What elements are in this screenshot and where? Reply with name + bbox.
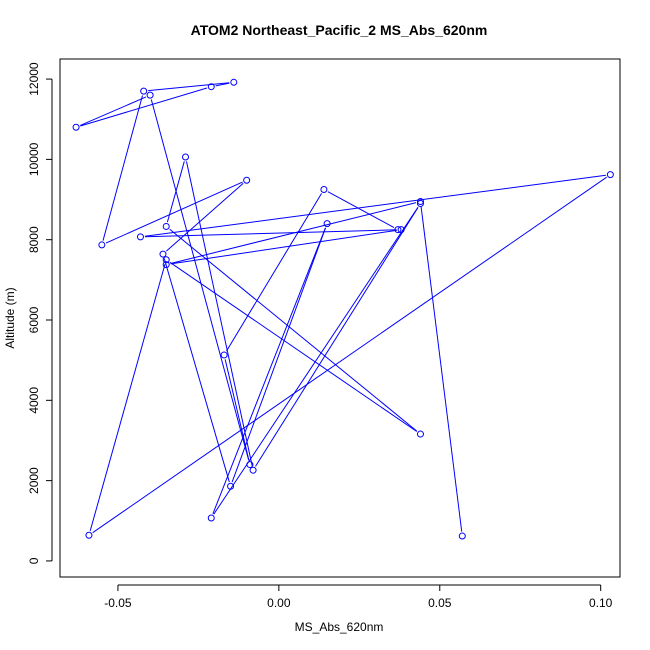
series-segment <box>166 182 244 252</box>
y-tick-label: 10000 <box>27 142 41 176</box>
series-segment <box>224 359 250 461</box>
x-axis: -0.05 0.00 0.05 0.10 <box>104 584 613 610</box>
series-segment <box>89 263 166 532</box>
series-segment <box>169 228 418 432</box>
y-tick-label: 0 <box>27 557 41 564</box>
data-point <box>220 351 228 359</box>
data-point <box>72 123 80 131</box>
data-point <box>85 531 93 539</box>
x-tick-label: 0.05 <box>428 596 452 610</box>
series-segment <box>144 229 397 238</box>
data-point <box>323 220 331 228</box>
data-point <box>207 514 215 522</box>
data-point <box>98 241 106 249</box>
data-point <box>207 83 215 91</box>
series-segment <box>327 191 395 228</box>
y-axis: 0 2000 4000 6000 8000 10000 12000 <box>27 62 53 564</box>
series-segment <box>105 181 243 244</box>
series-segment <box>92 176 607 534</box>
series-segment <box>226 193 323 352</box>
y-tick-label: 6000 <box>27 306 41 333</box>
data-point <box>136 233 144 241</box>
x-tick-label: -0.05 <box>104 596 132 610</box>
series-segment <box>213 207 419 515</box>
data-point <box>416 430 424 438</box>
y-axis-label: Altitude (m) <box>3 287 17 348</box>
data-point <box>249 466 257 474</box>
data-point <box>140 87 148 95</box>
series-segment <box>185 161 253 466</box>
x-axis-label: MS_Abs_620nm <box>295 620 384 634</box>
series-segment <box>144 174 606 237</box>
data-point <box>320 186 328 194</box>
data-point <box>227 482 235 490</box>
series-segment <box>231 227 327 483</box>
y-tick-label: 12000 <box>27 62 41 96</box>
data-point <box>230 78 238 86</box>
series-segment <box>148 82 230 92</box>
series-segment <box>163 258 230 483</box>
data-point <box>162 261 170 269</box>
data-point <box>458 532 466 540</box>
data-point <box>606 171 614 179</box>
data-point <box>182 153 190 161</box>
y-tick-label: 8000 <box>27 226 41 253</box>
data-point <box>397 226 405 234</box>
plot-frame <box>59 58 621 578</box>
y-tick-label: 4000 <box>27 387 41 414</box>
series-points <box>72 78 614 540</box>
series-segment <box>212 227 326 514</box>
data-point <box>162 222 170 230</box>
data-point <box>394 226 402 234</box>
data-point <box>416 200 424 208</box>
data-point <box>146 91 154 99</box>
chart-title: ATOM2 Northeast_Pacific_2 MS_Abs_620nm <box>191 22 488 38</box>
x-tick-label: 0.00 <box>267 596 291 610</box>
series-line <box>80 82 607 534</box>
y-tick-label: 2000 <box>27 467 41 494</box>
data-point <box>416 198 424 206</box>
data-point <box>162 256 170 264</box>
series-segment <box>102 95 143 241</box>
series-segment <box>255 207 419 467</box>
series-segment <box>80 96 147 126</box>
data-point <box>243 176 251 184</box>
x-tick-label: 0.10 <box>589 596 613 610</box>
series-segment <box>80 87 208 127</box>
data-point <box>246 461 254 469</box>
series-segment <box>420 205 463 532</box>
series-segment <box>169 261 418 432</box>
series-segment <box>215 82 230 87</box>
data-point <box>159 250 167 258</box>
series-segment <box>170 229 397 265</box>
series-segment <box>150 99 250 461</box>
